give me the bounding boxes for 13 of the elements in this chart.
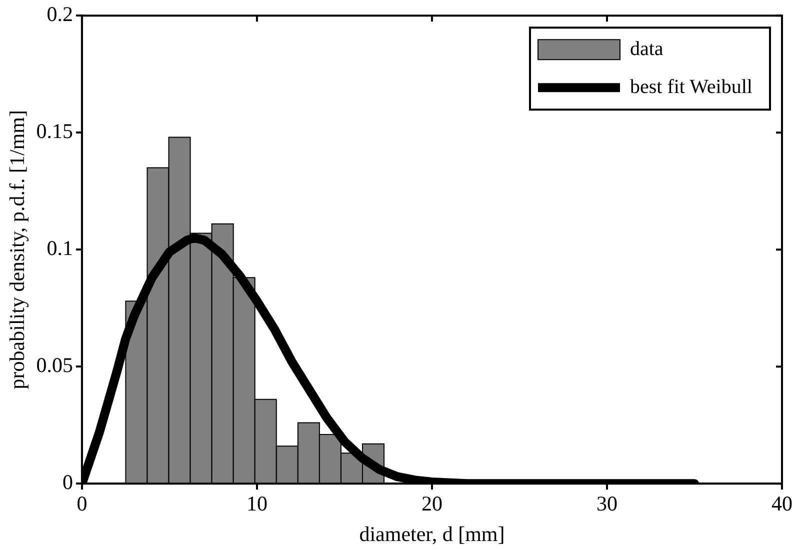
y-tick-label: 0.15 [36, 119, 73, 144]
legend-label: data [630, 38, 664, 60]
x-tick-label: 10 [246, 492, 268, 516]
x-tick-label: 40 [772, 492, 792, 516]
legend-label: best fit Weibull [630, 76, 753, 98]
y-axis-title: probability density, p.d.f. [1/mm] [5, 110, 30, 390]
y-tick-label: 0 [62, 470, 73, 494]
y-tick-label: 0.05 [36, 353, 73, 378]
y-tick-label: 0.1 [46, 236, 73, 260]
x-tick-label: 30 [596, 492, 618, 516]
x-tick-label: 20 [421, 492, 442, 516]
x-axis-title: diameter, d [mm] [359, 522, 505, 546]
y-tick-label: 0.2 [46, 2, 73, 26]
